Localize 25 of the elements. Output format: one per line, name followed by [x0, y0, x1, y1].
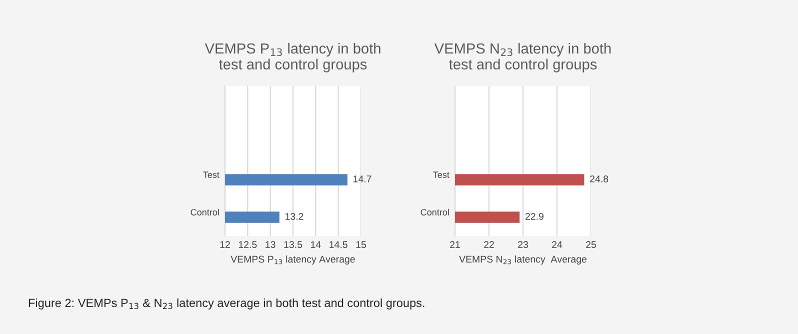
x-tick-label: 25 [586, 241, 596, 248]
y-tick-label: Control [420, 208, 449, 216]
data-label: 22.9 [525, 212, 544, 220]
y-tick-label: Test [433, 172, 450, 178]
data-label: 24.8 [590, 175, 608, 182]
caption: Figure 2: VEMPs P$_{13}$ & N$_{23}$ latency average in both test and control groups. [28, 298, 424, 310]
x-tick-label: 14 [311, 241, 321, 248]
x-tick-label: 21 [450, 241, 460, 248]
x-tick-label: 12.5 [238, 241, 257, 248]
chart-title: VEMPS N$_{23}$ latency in both test and control groups [434, 42, 611, 72]
x-tick-label: 14.5 [330, 241, 348, 248]
x-tick-label: 13.5 [284, 241, 302, 248]
chart-title: VEMPS P$_{13}$ latency in both test and control groups [204, 42, 380, 72]
x-axis-title: VEMPS P$_{13}$ latency Average [230, 255, 355, 265]
data-label: 13.2 [286, 212, 304, 220]
x-tick-label: 23 [518, 241, 528, 248]
y-tick-label: Control [190, 208, 219, 216]
data-label: 14.7 [354, 176, 372, 182]
x-axis-title: VEMPS N$_{23}$ latency Average [459, 255, 586, 265]
x-tick-label: 22 [484, 241, 494, 248]
y-tick-label: Test [203, 172, 220, 178]
x-tick-label: 13 [266, 241, 276, 248]
x-tick-label: 15 [356, 241, 366, 248]
x-tick-label: 24 [552, 241, 562, 248]
x-tick-label: 12 [220, 241, 230, 248]
